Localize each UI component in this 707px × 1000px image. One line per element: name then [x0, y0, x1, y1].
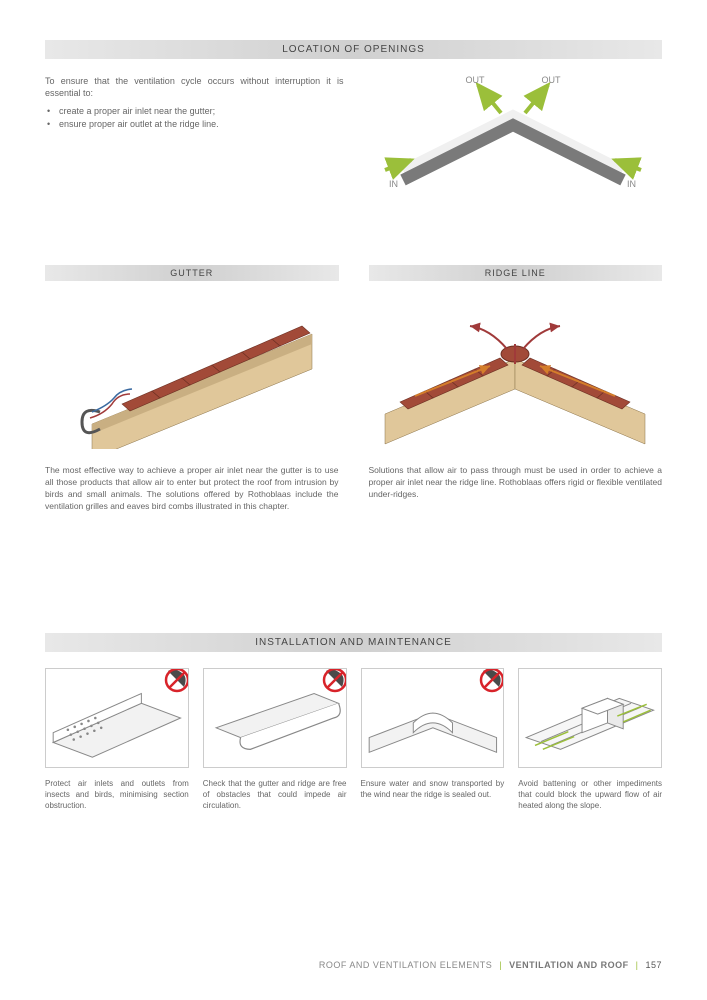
intro-text: To ensure that the ventilation cycle occ… — [45, 75, 344, 205]
svg-text:OUT: OUT — [465, 75, 485, 85]
page-number: 157 — [645, 960, 662, 970]
intro-paragraph: To ensure that the ventilation cycle occ… — [45, 75, 344, 99]
page-footer: ROOF AND VENTILATION ELEMENTS | VENTILAT… — [319, 960, 662, 970]
roof-airflow-diagram: OUT OUT IN IN — [364, 75, 663, 205]
ridge-diagram — [369, 291, 663, 451]
install-img-ridge-seal — [361, 668, 505, 768]
prohibit-icon — [479, 668, 504, 693]
install-img-grille — [45, 668, 189, 768]
install-desc: Protect air inlets and outlets from inse… — [45, 778, 189, 812]
bullet-item: ensure proper air outlet at the ridge li… — [45, 118, 344, 131]
ridge-column: RIDGE LINE — [369, 265, 663, 513]
bullet-item: create a proper air inlet near the gutte… — [45, 105, 344, 118]
intro-row: To ensure that the ventilation cycle occ… — [45, 75, 662, 205]
ridge-description: Solutions that allow air to pass through… — [369, 465, 663, 501]
ridge-header: RIDGE LINE — [369, 265, 663, 281]
gutter-column: GUTTER — [45, 265, 339, 513]
install-item-3: Ensure water and snow transported by the… — [361, 668, 505, 812]
gutter-ridge-row: GUTTER — [45, 265, 662, 513]
footer-subsection: VENTILATION AND ROOF — [509, 960, 629, 970]
install-img-batten — [518, 668, 662, 768]
footer-section: ROOF AND VENTILATION ELEMENTS — [319, 960, 492, 970]
install-desc: Check that the gutter and ridge are free… — [203, 778, 347, 812]
svg-text:IN: IN — [389, 179, 398, 189]
install-row: Protect air inlets and outlets from inse… — [45, 668, 662, 812]
section-header-openings: LOCATION OF OPENINGS — [45, 40, 662, 59]
install-desc: Avoid battening or other impediments tha… — [518, 778, 662, 812]
install-item-1: Protect air inlets and outlets from inse… — [45, 668, 189, 812]
intro-bullets: create a proper air inlet near the gutte… — [45, 105, 344, 130]
install-item-4: Avoid battening or other impediments tha… — [518, 668, 662, 812]
footer-separator: | — [636, 960, 639, 970]
gutter-header: GUTTER — [45, 265, 339, 281]
install-item-2: Check that the gutter and ridge are free… — [203, 668, 347, 812]
section-header-install: INSTALLATION AND MAINTENANCE — [45, 633, 662, 652]
footer-separator: | — [499, 960, 502, 970]
svg-text:OUT: OUT — [541, 75, 561, 85]
install-img-gutter — [203, 668, 347, 768]
install-desc: Ensure water and snow transported by the… — [361, 778, 505, 800]
gutter-description: The most effective way to achieve a prop… — [45, 465, 339, 513]
prohibit-icon — [164, 668, 189, 693]
svg-text:IN: IN — [627, 179, 636, 189]
prohibit-icon — [322, 668, 347, 693]
gutter-diagram — [45, 291, 339, 451]
